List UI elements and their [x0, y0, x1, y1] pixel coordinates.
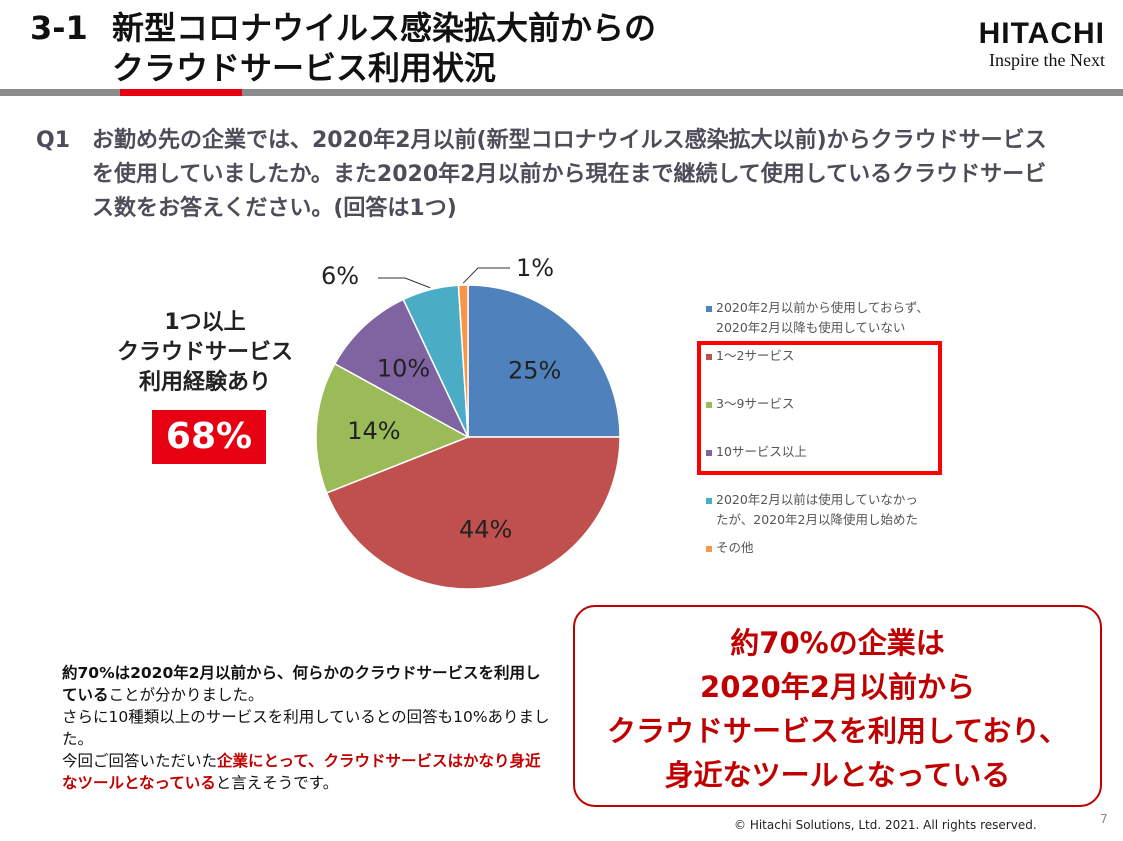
legend-highlight-box: [697, 341, 942, 475]
data-label: 6%: [321, 262, 359, 290]
callout-line-4: 身近なツールとなっている: [664, 758, 1011, 792]
pie-slice: [467, 284, 621, 438]
section-number: 3-1: [30, 9, 88, 47]
pie-slice: [315, 362, 470, 494]
experience-line-1: 1つ以上: [164, 310, 246, 335]
logo-brand: HITACHI: [978, 17, 1105, 50]
callout-line-3: クラウドサービスを利用しており、: [606, 714, 1069, 748]
note-p2: さらに10種類以上のサービスを利用しているとの回答も10%ありました。: [62, 708, 550, 748]
legend-swatch: [706, 497, 712, 504]
legend-swatch: [706, 353, 712, 360]
hitachi-logo: HITACHI Inspire the Next: [979, 18, 1105, 71]
leader-line: [462, 267, 510, 284]
legend-swatch: [706, 545, 712, 552]
legend-label: その他: [716, 540, 754, 555]
data-label: 25%: [508, 356, 561, 384]
legend-label: 2020年2月以前から使用しておらず、: [716, 300, 929, 315]
header-divider: [0, 89, 1123, 96]
question-label: Q1: [36, 128, 71, 153]
pie-slice: [457, 284, 469, 438]
legend-item: 2020年2月以前は使用していなかっ たが、2020年2月以降使用し始めた: [706, 490, 918, 530]
question-text: お勤め先の企業では、2020年2月以前(新型コロナウイルス感染拡大以前)からクラ…: [92, 128, 1047, 221]
data-label: 44%: [459, 516, 512, 544]
note-p3-start: 今回ご回答いただいた: [62, 752, 218, 770]
slide-title: 3-1 新型コロナウイルス感染拡大前からの クラウドサービス利用状況: [30, 8, 656, 88]
title-line-1: 新型コロナウイルス感染拡大前からの: [112, 9, 657, 47]
note-p3-highlight: 企業にとって、クラウドサービスはかなり身近なツールとなっている: [62, 752, 541, 792]
pie-slice: [325, 436, 621, 590]
note-rest: ことが分かりました。: [108, 686, 264, 704]
note-p3-end: と言えそうです。: [215, 774, 339, 792]
callout-box: 約70%の企業は 2020年2月以前から クラウドサービスを利用しており、 身近…: [573, 605, 1102, 807]
header-accent: [120, 89, 242, 96]
data-label: 1%: [516, 254, 554, 282]
experience-line-3: 利用経験あり: [138, 370, 271, 395]
legend-item: 3～9サービス: [706, 394, 794, 414]
note-bold: 約70%は2020年2月以前から、何らかのクラウドサービスを利用している: [62, 664, 541, 704]
legend-item: 1～2サービス: [706, 346, 794, 366]
legend-item: その他: [706, 538, 754, 558]
legend-label: 1～2サービス: [716, 348, 795, 363]
leader-line: [378, 277, 431, 289]
pie-slice: [333, 298, 470, 439]
experience-line-2: クラウドサービス: [116, 340, 293, 365]
experience-label: 1つ以上 クラウドサービス 利用経験あり: [100, 308, 310, 398]
callout-line-1: 約70%の企業は: [730, 626, 945, 660]
logo-tagline: Inspire the Next: [989, 50, 1105, 70]
legend-label: たが、2020年2月以降使用し始めた: [716, 512, 919, 527]
legend-label: 2020年2月以降も使用していない: [716, 320, 906, 335]
title-line-2: クラウドサービス利用状況: [112, 49, 497, 87]
summary-note: 約70%は2020年2月以前から、何らかのクラウドサービスを利用していることが分…: [62, 662, 552, 794]
legend-swatch: [706, 401, 712, 408]
data-label: 14%: [347, 417, 400, 445]
data-label: 10%: [377, 354, 430, 382]
legend-swatch: [706, 449, 712, 456]
experience-value: 68%: [152, 410, 266, 464]
legend-item: 2020年2月以前から使用しておらず、 2020年2月以降も使用していない: [706, 298, 929, 338]
page-number: 7: [1100, 812, 1108, 826]
callout-line-2: 2020年2月以前から: [700, 670, 975, 704]
question: Q1 お勤め先の企業では、2020年2月以前(新型コロナウイルス感染拡大以前)か…: [36, 124, 1052, 226]
legend-label: 3～9サービス: [716, 396, 795, 411]
copyright: © Hitachi Solutions, Ltd. 2021. All righ…: [734, 818, 1037, 832]
legend-item: 10サービス以上: [706, 442, 807, 462]
legend-swatch: [706, 305, 712, 312]
legend-label: 2020年2月以前は使用していなかっ: [716, 492, 918, 507]
legend-label: 10サービス以上: [716, 444, 807, 459]
